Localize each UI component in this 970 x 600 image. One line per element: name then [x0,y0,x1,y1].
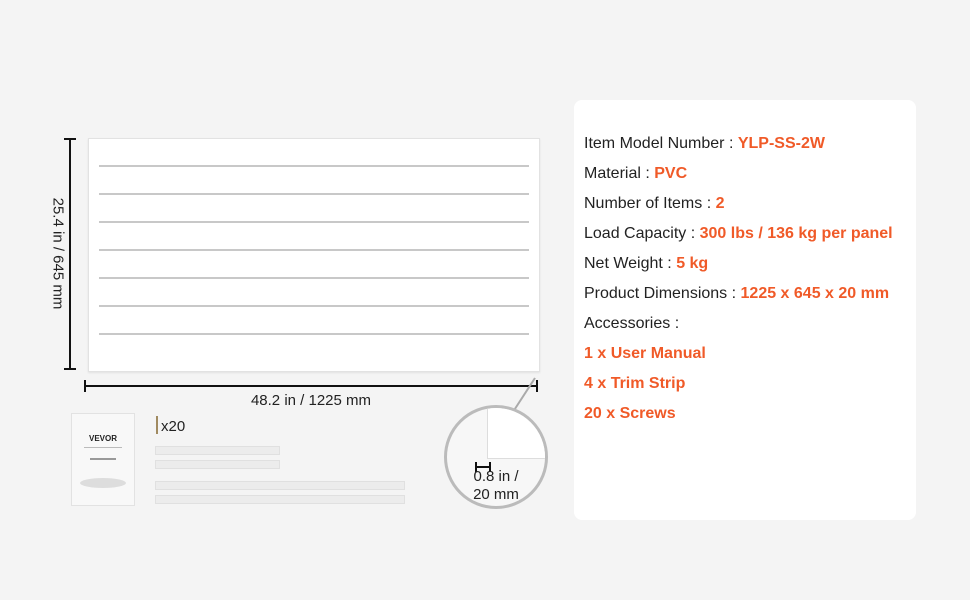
spec-items: Number of Items : 2 [584,195,725,212]
thickness-label-1: 0.8 in / [473,468,519,485]
trim-strip [155,446,280,455]
thickness-magnifier: 0.8 in / 20 mm [444,405,548,509]
accessory-item: 20 x Screws [584,405,676,422]
height-dimension-line [69,138,71,370]
width-dimension-line [84,385,538,387]
spec-weight: Net Weight : 5 kg [584,255,709,272]
trim-strip [155,495,405,504]
trim-strip [155,481,405,490]
spec-dimensions: Product Dimensions : 1225 x 645 x 20 mm [584,285,890,302]
spec-load: Load Capacity : 300 lbs / 136 kg per pan… [584,225,893,242]
width-label: 48.2 in / 1225 mm [250,392,372,409]
accessory-item: 1 x User Manual [584,345,706,362]
trim-strip [155,460,280,469]
spec-material: Material : PVC [584,165,688,182]
accessories-label: Accessories : [584,315,680,332]
thickness-label-2: 20 mm [473,486,519,503]
user-manual-image: VEVOR [71,413,135,506]
height-label: 25.4 in / 645 mm [49,197,67,310]
accessory-item: 4 x Trim Strip [584,375,686,392]
screw-icon [156,416,158,434]
spec-card: Item Model Number : YLP-SS-2W Material :… [574,100,916,520]
slatwall-panel-image [88,138,540,372]
spec-model: Item Model Number : YLP-SS-2W [584,135,825,152]
screws-count: x20 [161,418,186,435]
manual-brand: VEVOR [88,434,117,443]
